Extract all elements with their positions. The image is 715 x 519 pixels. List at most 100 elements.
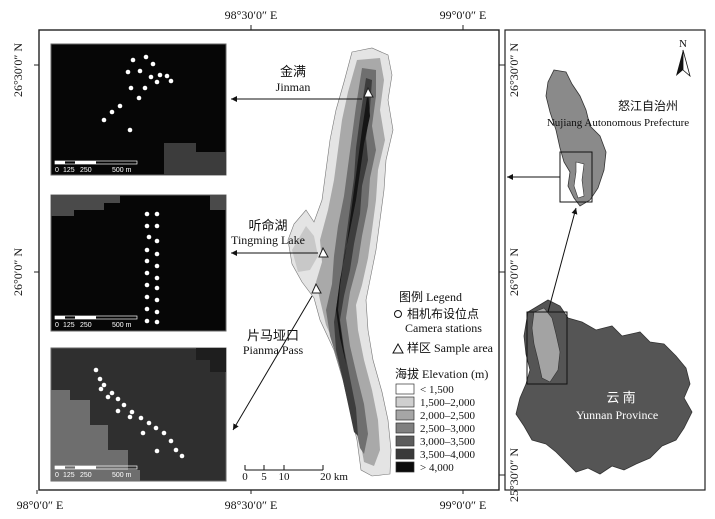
camera-station xyxy=(154,251,160,257)
yunnan-province xyxy=(515,299,693,475)
coord-left-2: 26°0′0″ N xyxy=(11,248,25,296)
inset-pianma: 0 125 250 500 m xyxy=(50,347,227,482)
legend-camera-en: Camera stations xyxy=(405,321,482,335)
elevation-class-swatch xyxy=(395,461,415,473)
nujiang-prefecture xyxy=(545,69,607,207)
study-area-locator xyxy=(573,161,585,199)
label-pianma-cn: 片马垭口 xyxy=(247,328,299,343)
camera-station xyxy=(154,79,160,85)
camera-station xyxy=(128,85,134,91)
camera-stations-jinman xyxy=(101,54,174,133)
camera-station xyxy=(117,103,123,109)
camera-station xyxy=(144,258,150,264)
camera-station xyxy=(143,54,149,60)
camera-station xyxy=(144,211,150,217)
elevation-class-swatch xyxy=(395,396,415,408)
elevation-class-label: 3,500–4,000 xyxy=(420,449,476,461)
sample-area-symbol xyxy=(392,342,404,354)
camera-station xyxy=(144,306,150,312)
camera-station xyxy=(173,447,179,453)
elevation-class-label: 1,500–2,000 xyxy=(420,397,476,409)
camera-stations-pianma xyxy=(93,367,185,459)
camera-station xyxy=(144,282,150,288)
camera-station xyxy=(130,57,136,63)
coord-left-1: 26°30′0″ N xyxy=(11,43,25,97)
inset3-scale-250: 250 xyxy=(80,472,92,479)
camera-station xyxy=(144,294,150,300)
elevation-class-label: 3,000–3,500 xyxy=(420,436,476,448)
camera-station-symbol xyxy=(394,310,402,318)
inset-jinman: 0 125 250 500 m xyxy=(50,43,227,176)
arrow-yunnan-to-nujiang xyxy=(547,207,578,313)
camera-station xyxy=(101,117,107,123)
camera-station xyxy=(144,223,150,229)
camera-station xyxy=(109,109,115,115)
camera-station xyxy=(97,376,103,382)
legend-sample: 样区 Sample area xyxy=(407,340,494,355)
scalebar-5: 5 xyxy=(261,471,267,483)
camera-station xyxy=(109,390,115,396)
label-yunnan-cn: 云 南 xyxy=(606,390,635,405)
inset2-scale-125: 125 xyxy=(63,322,75,329)
camera-stations-tingming xyxy=(144,211,160,325)
coord-bottom-1: 98°0′0″ E xyxy=(17,498,64,512)
scale-inset-tingming: 0 125 250 500 m xyxy=(54,315,138,329)
camera-station xyxy=(153,425,159,431)
legend-title: 图例 Legend xyxy=(399,290,462,304)
coord-bottom-2: 98°30′0″ E xyxy=(225,498,278,512)
label-pianma-en: Pianma Pass xyxy=(243,343,304,357)
camera-station xyxy=(154,263,160,269)
sample-area-pianma xyxy=(311,282,322,294)
label-nujiang-cn: 怒江自治州 xyxy=(618,98,678,113)
elevation-class-label: > 4,000 xyxy=(420,462,454,474)
camera-station xyxy=(144,318,150,324)
camera-station xyxy=(127,127,133,133)
scale-inset-jinman: 0 125 250 500 m xyxy=(54,160,138,174)
legend-camera-cn: 相机布设位点 xyxy=(407,306,479,321)
camera-station xyxy=(146,420,152,426)
north-label: N xyxy=(679,38,687,50)
coord-right-3: 25°30′0″ N xyxy=(507,448,521,502)
legend-elevation-title: 海拔 Elevation (m) xyxy=(395,366,488,381)
camera-station xyxy=(154,211,160,217)
elevation-class-swatch xyxy=(395,409,415,421)
label-nujiang-en: Nujiang Autonomous Prefecture xyxy=(547,117,689,129)
camera-station xyxy=(168,438,174,444)
elevation-class-label: 2,500–3,000 xyxy=(420,423,476,435)
north-arrow-icon: N xyxy=(676,38,691,78)
camera-station xyxy=(154,238,160,244)
camera-station xyxy=(157,72,163,78)
camera-station xyxy=(138,415,144,421)
camera-station xyxy=(154,448,160,454)
camera-station xyxy=(144,247,150,253)
camera-station xyxy=(161,430,167,436)
inset2-scale-250: 250 xyxy=(80,322,92,329)
camera-station xyxy=(154,275,160,281)
camera-station xyxy=(154,285,160,291)
coord-top-1: 98°30′0″ E xyxy=(225,8,278,22)
camera-station xyxy=(150,61,156,67)
scalebar: 0 5 10 20 km xyxy=(242,465,348,483)
elevation-class-label: < 1,500 xyxy=(420,384,454,396)
elevation-class-swatch xyxy=(395,435,415,447)
elevation-classes: < 1,5001,500–2,0002,000–2,5002,500–3,000… xyxy=(395,383,476,474)
inset3-scale-0: 0 xyxy=(55,472,59,479)
elevation-class-swatch xyxy=(395,422,415,434)
inset1-scale-500: 500 m xyxy=(112,167,132,174)
camera-station xyxy=(168,78,174,84)
camera-station xyxy=(101,382,107,388)
camera-station xyxy=(136,95,142,101)
camera-station xyxy=(115,408,121,414)
camera-station xyxy=(137,68,143,74)
inset1-scale-0: 0 xyxy=(55,167,59,174)
scale-inset-pianma: 0 125 250 500 m xyxy=(54,465,138,479)
coord-bottom-3: 99°0′0″ E xyxy=(440,498,487,512)
inset3-scale-125: 125 xyxy=(63,472,75,479)
scalebar-20km: 20 km xyxy=(320,471,348,483)
sample-area-tingming xyxy=(318,246,329,258)
sample-area-jinman xyxy=(363,86,374,98)
inset2-scale-0: 0 xyxy=(55,322,59,329)
label-yunnan-en: Yunnan Province xyxy=(576,408,658,422)
scalebar-10: 10 xyxy=(279,471,291,483)
elevation-strip xyxy=(287,47,394,477)
